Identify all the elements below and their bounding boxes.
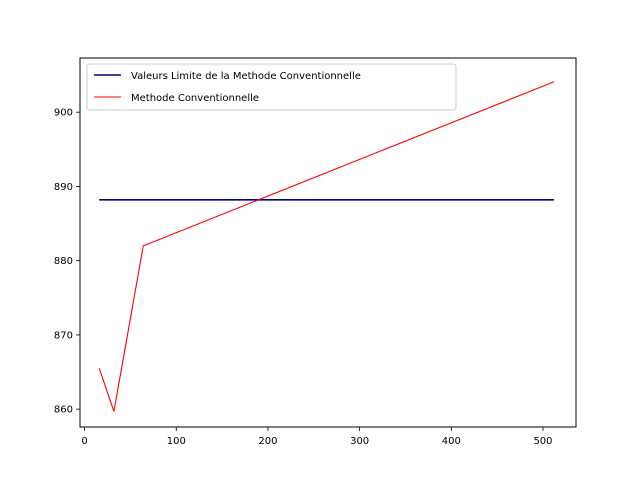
y-tick-label: 890 <box>54 182 73 193</box>
legend-box <box>86 63 457 111</box>
y-tick-label: 900 <box>54 108 73 119</box>
plot-frame <box>79 57 577 428</box>
legend: Valeurs Limite de la Methode Conventionn… <box>86 63 457 111</box>
series-line-methode-conventionnelle <box>98 81 555 412</box>
x-tick-label: 400 <box>442 436 461 447</box>
x-tick-label: 500 <box>533 436 552 447</box>
y-tick-label: 880 <box>54 256 73 267</box>
x-axis: 0 100 200 300 400 500 <box>81 427 553 447</box>
y-tick-label: 870 <box>54 330 73 341</box>
legend-label-methode-conventionnelle: Methode Conventionnelle <box>131 93 259 104</box>
x-tick-label: 0 <box>81 436 87 447</box>
series-layer <box>98 81 555 412</box>
legend-label-valeurs-limite-de-la-methode-conventionnelle: Valeurs Limite de la Methode Conventionn… <box>131 71 361 82</box>
x-tick-label: 200 <box>258 436 277 447</box>
y-tick-label: 860 <box>54 405 73 416</box>
y-axis: 860 870 880 890 900 <box>54 108 80 416</box>
x-tick-label: 100 <box>167 436 186 447</box>
x-tick-label: 300 <box>350 436 369 447</box>
